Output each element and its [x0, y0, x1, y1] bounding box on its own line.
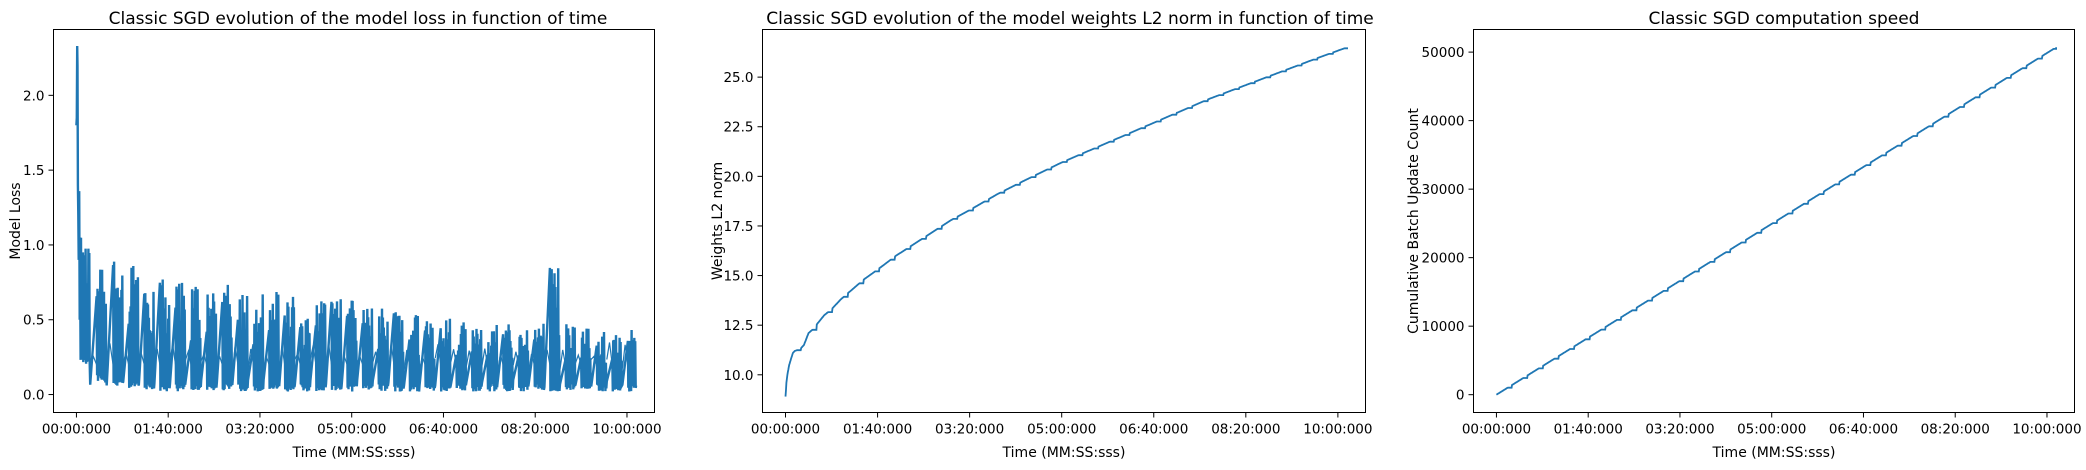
speed-x-tick-label: 06:40:000 [1829, 422, 1898, 438]
weights-x-tick-label: 00:00:000 [751, 422, 820, 438]
speed-y-tick-label: 40000 [1422, 114, 1465, 130]
loss-x-tick-label: 08:20:000 [501, 422, 570, 438]
speed-y-tick-label: 10000 [1422, 319, 1465, 335]
weights-y-tick-label: 17.5 [723, 219, 753, 235]
speed-y-tick-label: 0 [1456, 388, 1465, 404]
speed-y-tick-label: 50000 [1422, 45, 1465, 61]
weights-chart-title: Classic SGD evolution of the model weigh… [766, 9, 1374, 29]
loss-x-tick-label: 10:00:000 [592, 422, 661, 438]
loss-x-label: Time (MM:SS:sss) [292, 445, 416, 461]
weights-y-tick-label: 25.0 [723, 70, 753, 86]
speed-chart-title: Classic SGD computation speed [1649, 9, 1920, 29]
loss-chart-title: Classic SGD evolution of the model loss … [109, 9, 608, 29]
speed-x-label: Time (MM:SS:sss) [1712, 445, 1836, 461]
weights-chart: Classic SGD evolution of the model weigh… [710, 9, 1374, 461]
speed-x-tick-label: 08:20:000 [1921, 422, 1990, 438]
weights-x-ticks: 00:00:000 01:40:000 03:20:000 05:00:000 06:4… [751, 412, 1372, 438]
loss-x-tick-label: 03:20:000 [225, 422, 294, 438]
loss-y-label: Model Loss [8, 182, 24, 259]
loss-line [75, 45, 638, 392]
weights-y-tick-label: 15.0 [723, 269, 753, 285]
speed-x-tick-label: 10:00:000 [2012, 422, 2081, 438]
speed-x-tick-label: 03:20:000 [1645, 422, 1714, 438]
weights-x-tick-label: 06:40:000 [1119, 422, 1188, 438]
loss-y-tick-label: 1.5 [23, 163, 44, 179]
speed-y-tick-label: 30000 [1422, 182, 1465, 198]
weights-x-tick-label: 08:20:000 [1211, 422, 1280, 438]
loss-axes-frame [53, 29, 655, 413]
weights-y-ticks: 10.0 12.5 15.0 17.5 20.0 22.5 25.0 [723, 70, 763, 384]
weights-y-label: Weights L2 norm [710, 162, 726, 280]
speed-x-ticks: 00:00:000 01:40:000 03:20:000 05:00:000 06:4… [1462, 412, 2082, 438]
weights-x-tick-label: 10:00:000 [1303, 422, 1372, 438]
weights-y-tick-label: 22.5 [723, 120, 753, 136]
speed-line [1495, 47, 2057, 396]
loss-series-line [75, 45, 638, 392]
speed-y-tick-label: 20000 [1422, 251, 1465, 267]
weights-axes-frame [762, 29, 1366, 413]
weights-y-tick-label: 10.0 [723, 368, 753, 384]
speed-chart: Classic SGD computation speed 00:00:000 0… [1406, 9, 2082, 461]
loss-y-tick-label: 1.0 [23, 238, 44, 254]
loss-y-ticks: 0.0 0.5 1.0 1.5 2.0 [23, 88, 54, 404]
weights-y-tick-label: 12.5 [723, 318, 753, 334]
speed-axes-frame [1473, 29, 2075, 413]
speed-y-ticks: 0 10000 20000 30000 40000 50000 [1422, 45, 1474, 404]
loss-x-tick-label: 00:00:000 [42, 422, 111, 438]
weights-series-line [784, 47, 1348, 397]
loss-y-tick-label: 2.0 [23, 88, 44, 104]
loss-x-tick-label: 06:40:000 [409, 422, 478, 438]
weights-x-label: Time (MM:SS:sss) [1002, 445, 1126, 461]
loss-x-ticks: 00:00:000 01:40:000 03:20:000 05:00:000 06:4… [42, 412, 662, 438]
weights-x-tick-label: 03:20:000 [935, 422, 1004, 438]
speed-x-tick-label: 05:00:000 [1737, 422, 1806, 438]
weights-line [784, 47, 1348, 397]
speed-x-tick-label: 00:00:000 [1462, 422, 1531, 438]
weights-x-tick-label: 05:00:000 [1027, 422, 1096, 438]
loss-y-tick-label: 0.5 [23, 313, 44, 329]
speed-series-line [1495, 47, 2057, 396]
weights-x-tick-label: 01:40:000 [843, 422, 912, 438]
loss-chart: Classic SGD evolution of the model loss … [8, 9, 662, 461]
loss-y-tick-label: 0.0 [23, 388, 44, 404]
loss-x-tick-label: 05:00:000 [317, 422, 386, 438]
speed-x-tick-label: 01:40:000 [1554, 422, 1623, 438]
weights-y-tick-label: 20.0 [723, 169, 753, 185]
loss-x-tick-label: 01:40:000 [134, 422, 203, 438]
speed-y-label: Cumulative Batch Update Count [1406, 108, 1422, 334]
